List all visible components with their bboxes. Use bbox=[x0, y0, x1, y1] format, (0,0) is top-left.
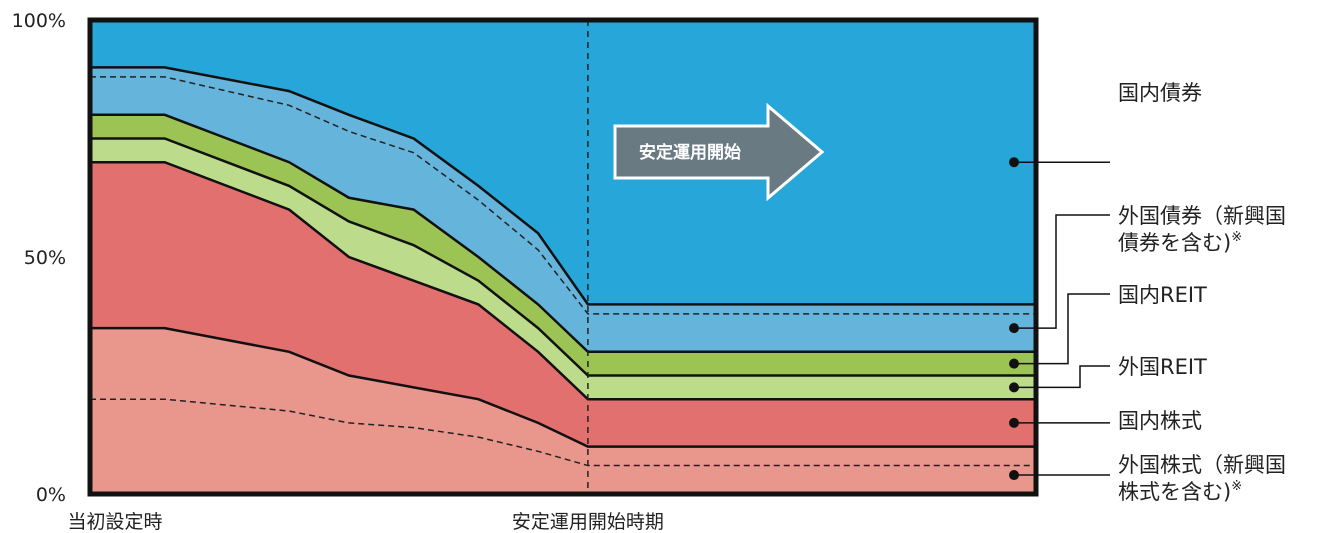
boundary-line-2 bbox=[90, 137, 1036, 377]
legend-connector bbox=[1014, 293, 1110, 365]
boundary-line-1 bbox=[90, 160, 1036, 401]
legend-label: 国内株式 bbox=[1118, 409, 1202, 433]
y-tick-labels: 100% 50% 0% bbox=[12, 10, 66, 506]
area-series-4 bbox=[90, 67, 1036, 352]
y-tick-label: 50% bbox=[24, 247, 66, 269]
boundary-line-4 bbox=[90, 66, 1036, 306]
area-series-5 bbox=[90, 20, 1036, 305]
legend-connector bbox=[1014, 365, 1110, 389]
area-series-1 bbox=[90, 162, 1036, 447]
legend-label: 債券を含む)※ bbox=[1118, 230, 1242, 255]
area-layers bbox=[90, 20, 1036, 494]
sub-divider-line-0 bbox=[90, 398, 1036, 467]
sub-divider-line-4 bbox=[90, 76, 1036, 315]
x-labels: 当初設定時 安定運用開始時期 bbox=[67, 511, 663, 533]
x-label: 安定運用開始時期 bbox=[512, 511, 664, 533]
area-series-2 bbox=[90, 138, 1036, 400]
boundary-lines bbox=[90, 66, 1036, 467]
area-series-0 bbox=[90, 328, 1036, 494]
legend-label: 外国REIT bbox=[1118, 355, 1207, 379]
legend-label: 国内REIT bbox=[1118, 283, 1207, 307]
legend-note-mark: ※ bbox=[1231, 479, 1242, 494]
x-label: 当初設定時 bbox=[67, 511, 162, 533]
y-tick-label: 100% bbox=[12, 10, 66, 32]
stable-start-arrow: 安定運用開始 bbox=[613, 102, 825, 202]
legend-label: 外国債券（新興国 bbox=[1118, 204, 1286, 228]
area-series-3 bbox=[90, 114, 1036, 376]
y-tick-label: 0% bbox=[36, 484, 66, 506]
legend-label: 外国株式（新興国 bbox=[1118, 453, 1286, 477]
boundary-line-3 bbox=[90, 113, 1036, 354]
arrow-label: 安定運用開始 bbox=[639, 142, 741, 163]
boundary-line-0 bbox=[90, 326, 1036, 448]
plot-frame bbox=[87, 17, 1039, 497]
legend-connector bbox=[1014, 214, 1110, 329]
legend-label: 国内債券 bbox=[1118, 81, 1202, 105]
legend-label: 株式を含む)※ bbox=[1118, 479, 1242, 504]
arrow-icon bbox=[613, 102, 825, 202]
legend-note-mark: ※ bbox=[1231, 230, 1242, 245]
